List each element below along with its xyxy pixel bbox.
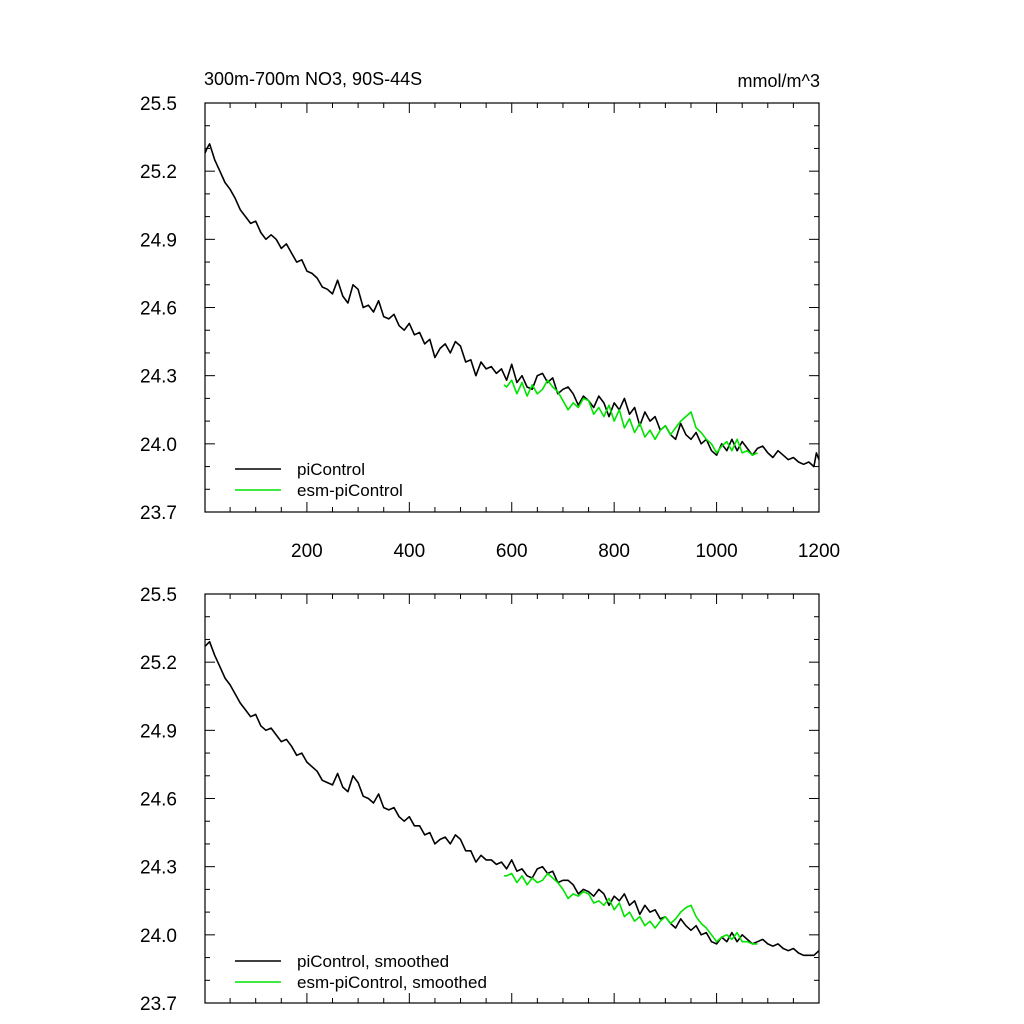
legend-label-esm-picontrol: esm-piControl xyxy=(297,481,403,500)
legend: piControl, smoothed esm-piControl, smoot… xyxy=(235,952,487,992)
legend-label-picontrol: piControl xyxy=(297,460,365,479)
y-tick-label: 24.6 xyxy=(140,299,177,320)
units-label: mmol/m^3 xyxy=(738,71,820,91)
plot-marks xyxy=(204,640,820,957)
axis-ticks: 23.7 24.0 24.3 24.6 24.9 25.2 25.5 xyxy=(140,585,820,1015)
y-tick-label: 23.7 xyxy=(140,503,177,524)
y-tick-label: 24.0 xyxy=(140,435,177,456)
bottom-panel: 23.7 24.0 24.3 24.6 24.9 25.2 25.5 piControl, … xyxy=(140,585,820,1015)
series-line-esm-picontrol-smoothed xyxy=(504,872,758,945)
y-tick-label: 25.5 xyxy=(140,585,177,606)
plot-marks xyxy=(204,143,820,468)
y-tick-label: 25.2 xyxy=(140,653,177,674)
series-line-picontrol-smoothed xyxy=(204,640,820,957)
y-tick-label: 24.9 xyxy=(140,230,177,251)
y-tick-label: 24.6 xyxy=(140,790,177,811)
y-tick-label: 23.7 xyxy=(140,994,177,1015)
y-tick-label: 25.5 xyxy=(140,94,177,115)
legend: piControl esm-piControl xyxy=(235,460,403,500)
y-tick-label: 24.3 xyxy=(140,367,177,388)
legend-label-picontrol-smoothed: piControl, smoothed xyxy=(297,952,449,971)
x-tick-label: 1000 xyxy=(695,541,737,562)
x-tick-label: 400 xyxy=(393,541,425,562)
y-tick-label: 25.2 xyxy=(140,162,177,183)
panel-title: 300m-700m NO3, 90S-44S xyxy=(204,69,422,89)
legend-label-esm-picontrol-smoothed: esm-piControl, smoothed xyxy=(297,973,487,992)
y-tick-label: 24.9 xyxy=(140,721,177,742)
x-tick-label: 200 xyxy=(291,541,323,562)
x-tick-label: 1200 xyxy=(798,541,840,562)
y-tick-label: 24.3 xyxy=(140,858,177,879)
x-tick-label: 800 xyxy=(598,541,630,562)
top-panel: 300m-700m NO3, 90S-44S mmol/m^3 23.7 24.0… xyxy=(140,69,840,562)
x-tick-label: 600 xyxy=(496,541,528,562)
series-line-esm-picontrol xyxy=(503,379,758,456)
y-tick-label: 24.0 xyxy=(140,926,177,947)
axis-ticks: 23.7 24.0 24.3 24.6 24.9 25.2 25.5 200 400 600 800… xyxy=(140,94,840,562)
